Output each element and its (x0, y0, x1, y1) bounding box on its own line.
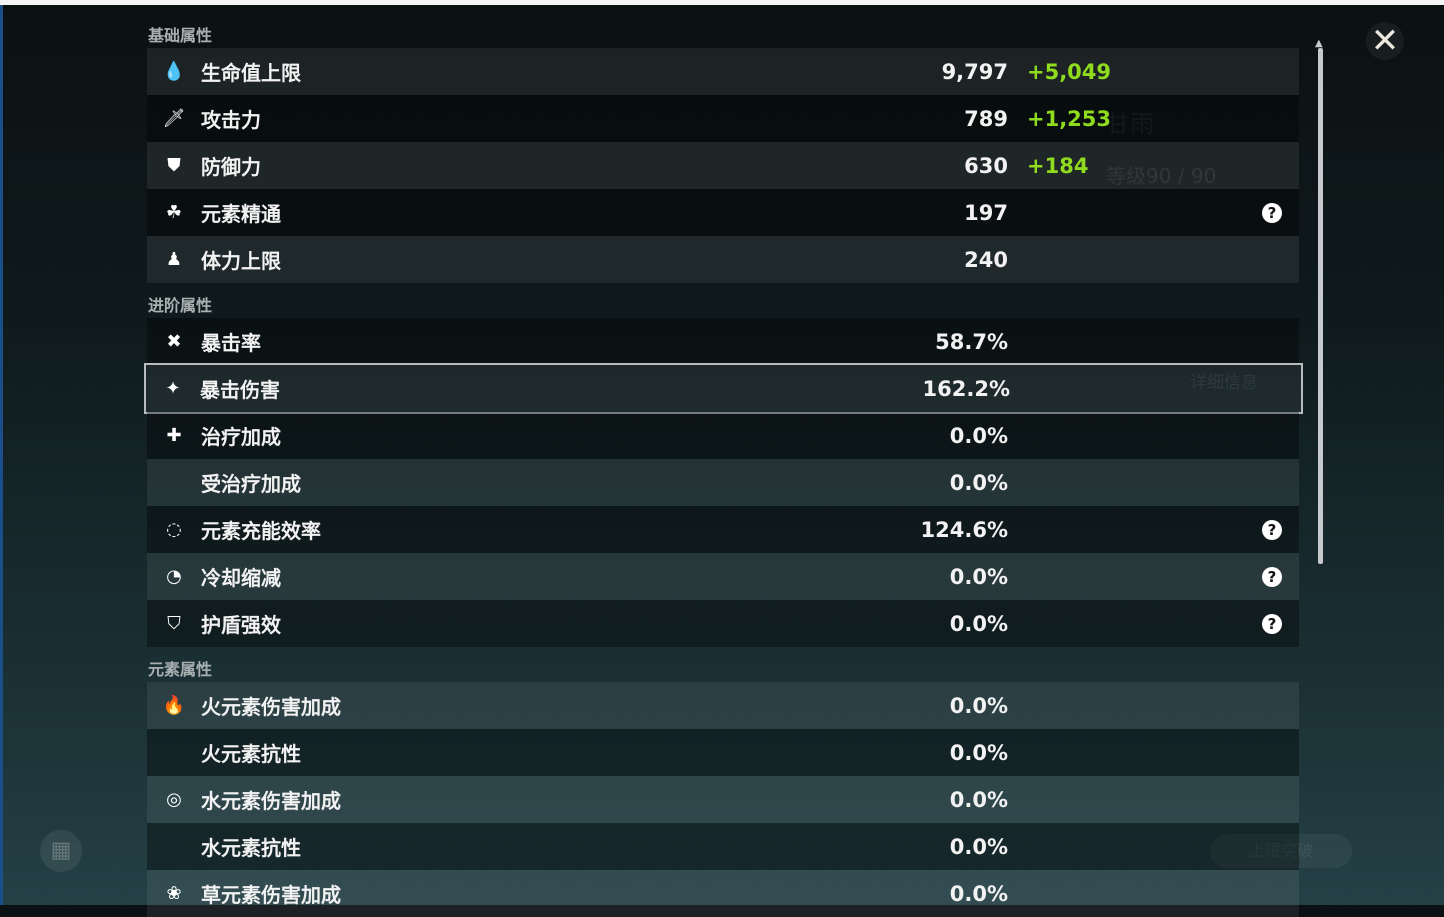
section-title-elemental: 元素属性 (148, 660, 213, 679)
energy-recharge-icon: ◌ (166, 519, 182, 540)
stat-value: 789 (964, 106, 1008, 131)
stat-row[interactable]: 🗡 攻击力 789 +1,253 (147, 95, 1299, 142)
stat-row[interactable]: ⛊ 防御力 630 +184 (147, 142, 1299, 189)
stat-label: 体力上限 (201, 249, 281, 273)
stat-row[interactable]: 🔥 火元素伤害加成 0.0% (147, 682, 1299, 729)
crit-rate-icon: ✖ (166, 331, 182, 352)
stat-value: 0.0% (949, 423, 1008, 448)
stat-row[interactable]: ☘ 元素精通 197? (147, 189, 1299, 236)
stat-bonus: +1,253 (1027, 106, 1112, 131)
stat-value: 240 (964, 247, 1008, 272)
crit-dmg-icon: ✦ (165, 378, 181, 399)
grid-menu-icon: ▦ (40, 830, 82, 872)
stat-label: 元素精通 (201, 202, 281, 226)
cd-reduction-icon: ◔ (166, 566, 182, 587)
stat-label: 护盾强效 (201, 613, 281, 637)
bg-detail-button: 详细信息 (1190, 373, 1258, 393)
stat-row[interactable]: 水元素抗性 0.0% (147, 823, 1299, 870)
stat-row[interactable]: ✚ 治疗加成 0.0% (147, 412, 1299, 459)
stamina-icon: ♟ (165, 249, 183, 270)
attack-sword-icon: 🗡 (162, 108, 186, 129)
stat-label: 治疗加成 (201, 425, 281, 449)
stat-row[interactable]: ◎ 水元素伤害加成 0.0% (147, 776, 1299, 823)
stat-row[interactable]: 受治疗加成 0.0% (147, 459, 1299, 506)
stat-value: 9,797 (941, 59, 1008, 84)
stat-value: 0.0% (949, 740, 1008, 765)
stat-value: 58.7% (935, 329, 1008, 354)
top-bar (0, 0, 1444, 5)
stat-row[interactable]: 💧 生命值上限 9,797 +5,049 (147, 48, 1299, 95)
stat-value: 162.2% (922, 376, 1010, 401)
section-title-advanced: 进阶属性 (148, 296, 213, 315)
stat-row[interactable]: 火元素抗性 0.0% (147, 729, 1299, 776)
stat-value: 0.0% (949, 881, 1008, 906)
shield-strength-icon: ⛉ (167, 613, 181, 634)
hp-drop-icon: 💧 (162, 61, 186, 82)
stat-label: 水元素伤害加成 (201, 789, 341, 813)
stat-label: 暴击率 (201, 331, 261, 355)
stat-label: 火元素抗性 (201, 742, 301, 766)
stat-value: 0.0% (949, 834, 1008, 859)
stat-label: 攻击力 (201, 108, 261, 132)
stat-label: 暴击伤害 (200, 378, 280, 402)
stat-label: 生命值上限 (201, 61, 301, 85)
stat-label: 水元素抗性 (201, 836, 301, 860)
defense-shield-icon: ⛊ (167, 155, 181, 176)
stat-value: 0.0% (949, 787, 1008, 812)
stat-row[interactable]: ♟ 体力上限 240 (147, 236, 1299, 283)
help-icon[interactable]: ? (1262, 202, 1282, 223)
help-icon[interactable]: ? (1262, 613, 1282, 634)
stat-label: 元素充能效率 (201, 519, 321, 543)
stat-value: 124.6% (920, 517, 1008, 542)
stat-value: 0.0% (949, 693, 1008, 718)
scrollbar[interactable] (1318, 48, 1323, 564)
dendro-icon: ❀ (166, 883, 182, 904)
help-icon[interactable]: ? (1262, 519, 1282, 540)
stat-bonus: +5,049 (1027, 59, 1112, 84)
elemental-mastery-icon: ☘ (165, 202, 183, 223)
stat-bonus: +184 (1027, 153, 1089, 178)
bg-breakthrough-button: 上限突破 (1210, 834, 1352, 868)
scroll-up-icon: ▲ (1315, 38, 1323, 49)
stat-value: 0.0% (949, 470, 1008, 495)
help-icon[interactable]: ? (1262, 566, 1282, 587)
bg-level: 等级90 / 90 (1106, 164, 1217, 188)
section-title-basic: 基础属性 (148, 26, 213, 45)
window-edge (0, 5, 3, 905)
stat-value: 0.0% (949, 564, 1008, 589)
stat-label: 草元素伤害加成 (201, 883, 341, 907)
stat-row[interactable]: ✖ 暴击率 58.7% (147, 318, 1299, 365)
healing-bonus-icon: ✚ (166, 425, 182, 446)
pyro-icon: 🔥 (162, 695, 186, 716)
bg-character-name: 甘雨 (1106, 110, 1154, 138)
stat-value: 630 (964, 153, 1008, 178)
stat-row[interactable]: ✦ 暴击伤害 162.2% (144, 363, 1303, 414)
close-button[interactable]: ✕ (1366, 22, 1404, 60)
stat-label: 受治疗加成 (201, 472, 301, 496)
stat-value: 0.0% (949, 611, 1008, 636)
hydro-icon: ◎ (166, 789, 182, 810)
stat-row[interactable]: ◔ 冷却缩减 0.0%? (147, 553, 1299, 600)
stat-row[interactable]: ⛉ 护盾强效 0.0%? (147, 600, 1299, 647)
stat-label: 冷却缩减 (201, 566, 281, 590)
stat-value: 197 (964, 200, 1008, 225)
stat-label: 防御力 (201, 155, 261, 179)
stat-row[interactable]: ❀ 草元素伤害加成 0.0% (147, 870, 1299, 917)
stat-row[interactable]: ◌ 元素充能效率 124.6%? (147, 506, 1299, 553)
stat-label: 火元素伤害加成 (201, 695, 341, 719)
